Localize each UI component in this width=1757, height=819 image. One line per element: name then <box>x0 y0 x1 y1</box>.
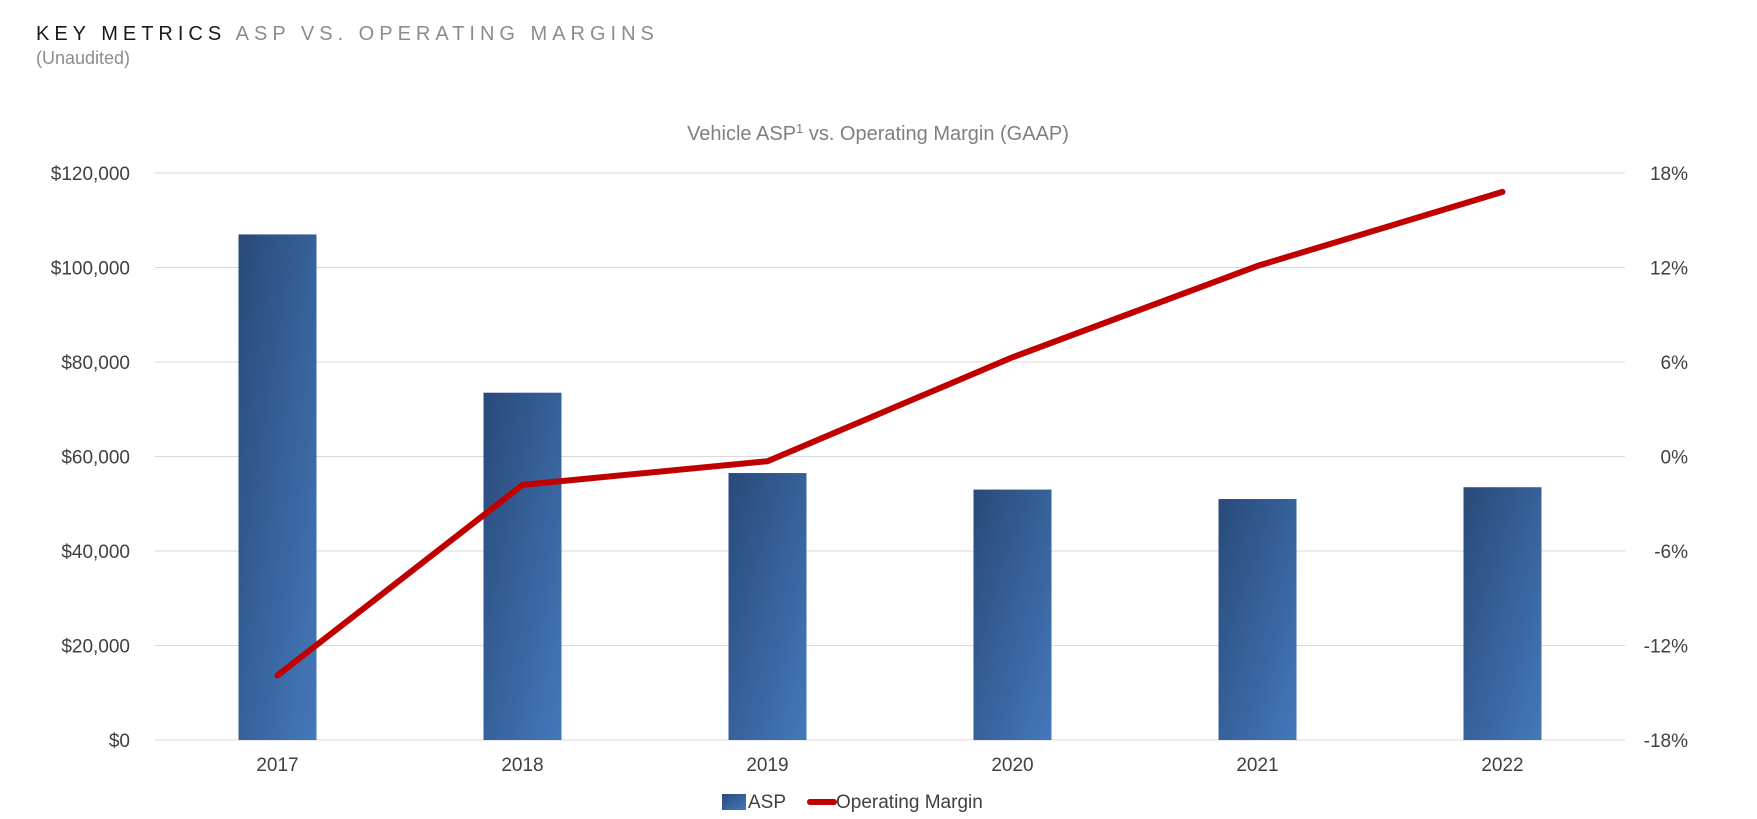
x-tick-label: 2022 <box>1481 755 1523 776</box>
y-right-tick-label: 6% <box>1661 353 1689 374</box>
legend-label-asp: ASP <box>748 792 786 813</box>
y-right-tick-label: -12% <box>1644 637 1688 658</box>
bar-asp-2020 <box>973 489 1052 740</box>
bar-asp-2017 <box>238 234 317 741</box>
point-operating-margin-2019 <box>767 460 768 462</box>
y-left-tick-label: $80,000 <box>61 353 130 374</box>
legend-label-operating-margin: Operating Margin <box>836 792 983 813</box>
x-tick-label: 2017 <box>256 755 298 776</box>
x-tick-label: 2020 <box>991 755 1033 776</box>
chart-title: Vehicle ASP1 vs. Operating Margin (GAAP) <box>687 121 1069 145</box>
y-left-tick-label: $100,000 <box>51 259 130 280</box>
left-axis-ticks: $0 $20,000 $40,000 $60,000 $80,000 $100,000 $1… <box>51 164 130 752</box>
point-operating-margin-2021 <box>1257 265 1258 267</box>
header-title-primary: KEY METRICS <box>36 23 227 45</box>
point-operating-margin-2017 <box>277 674 278 676</box>
legend: ASP Operating Margin <box>722 792 983 813</box>
chart-title-footnote: 1 <box>796 121 803 136</box>
y-right-tick-label: -18% <box>1644 731 1688 752</box>
x-axis-ticks: 2017 2018 2019 2020 2021 2022 <box>256 755 1523 776</box>
y-left-tick-label: $40,000 <box>61 542 130 563</box>
legend-swatch-asp <box>722 794 746 810</box>
bar-asp-2018 <box>483 392 562 740</box>
y-right-tick-label: 18% <box>1650 164 1688 185</box>
x-tick-label: 2021 <box>1236 755 1278 776</box>
bar-asp-2022 <box>1463 487 1542 740</box>
line-operating-margin <box>274 188 1506 679</box>
bar-series-asp <box>238 234 1542 741</box>
y-right-tick-label: 0% <box>1661 448 1689 469</box>
right-axis-ticks: -18% -12% -6% 0% 6% 12% 18% <box>1644 164 1688 752</box>
point-operating-margin-2020 <box>1012 356 1013 358</box>
header: KEY METRICS ASP VS. OPERATING MARGINS (U… <box>36 22 659 69</box>
header-subtitle: (Unaudited) <box>36 48 131 68</box>
chart-title-main: Vehicle ASP <box>687 123 796 145</box>
gridlines <box>155 172 1625 741</box>
y-left-tick-label: $20,000 <box>61 637 130 658</box>
point-operating-margin-2018 <box>522 484 523 486</box>
x-tick-label: 2019 <box>746 755 788 776</box>
header-title-secondary: ASP VS. OPERATING MARGINS <box>235 23 659 45</box>
point-operating-margin-2022 <box>1502 191 1503 193</box>
x-tick-label: 2018 <box>501 755 543 776</box>
line-series-operating-margin <box>274 188 1506 679</box>
bar-asp-2019 <box>728 473 807 740</box>
y-left-tick-label: $120,000 <box>51 164 130 185</box>
y-right-tick-label: -6% <box>1654 542 1688 563</box>
bar-asp-2021 <box>1218 499 1297 740</box>
y-left-tick-label: $60,000 <box>61 448 130 469</box>
y-left-tick-label: $0 <box>109 731 130 752</box>
header-title: KEY METRICS ASP VS. OPERATING MARGINS <box>36 22 659 46</box>
y-right-tick-label: 12% <box>1650 259 1688 280</box>
chart-title-rest: vs. Operating Margin (GAAP) <box>803 123 1069 145</box>
